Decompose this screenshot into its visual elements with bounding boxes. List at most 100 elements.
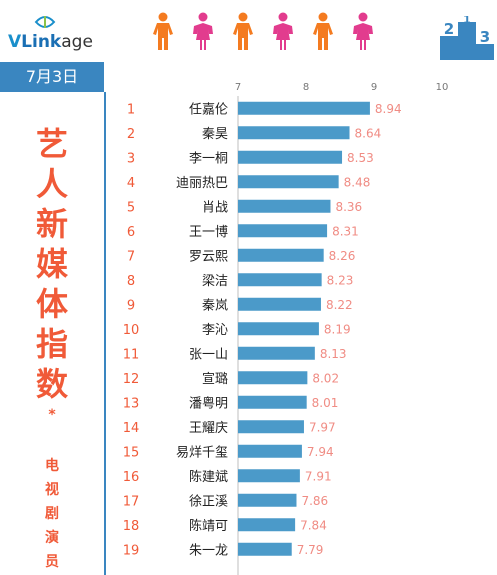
x-tick-label: 8 xyxy=(303,82,309,93)
rank-label: 6 xyxy=(127,225,135,240)
subtitle-char: 员 xyxy=(45,554,59,570)
logo-link: Link xyxy=(21,32,62,52)
actor-name: 罗云熙 xyxy=(189,249,228,264)
bar xyxy=(238,199,331,213)
podium-digit-3: 3 xyxy=(480,28,490,46)
actor-name: 王一博 xyxy=(189,225,228,240)
actor-name: 迪丽热巴 xyxy=(176,176,228,191)
x-tick-label: 7 xyxy=(235,82,241,93)
title-char: 艺 xyxy=(35,125,68,163)
rank-label: 19 xyxy=(123,543,140,558)
bar xyxy=(238,444,302,458)
left-title-panel: 艺 人 新 媒 体 指 数 * 电 视 剧 演 员 xyxy=(0,92,104,575)
rank-label: 16 xyxy=(123,470,140,485)
value-label: 7.84 xyxy=(300,518,327,532)
subtitle-char: 视 xyxy=(45,482,59,498)
person-icon xyxy=(313,12,333,50)
value-label: 8.02 xyxy=(312,371,339,385)
bar xyxy=(238,126,350,140)
rank-label: 13 xyxy=(123,396,140,411)
bar xyxy=(238,175,339,189)
title-char: 数 xyxy=(35,365,68,403)
actor-name: 王耀庆 xyxy=(189,421,228,436)
subtitle-char: 剧 xyxy=(45,506,59,522)
rank-label: 10 xyxy=(123,323,140,338)
actor-name: 张一山 xyxy=(189,347,228,362)
podium-icon: 2 1 3 xyxy=(440,16,494,60)
actor-name: 陈靖可 xyxy=(189,518,228,534)
logo-mark-icon xyxy=(34,16,56,28)
title-char: 体 xyxy=(35,285,68,323)
actor-name: 易烊千玺 xyxy=(176,445,228,460)
rank-label: 18 xyxy=(123,519,140,534)
value-label: 8.01 xyxy=(312,396,339,410)
logo-age: age xyxy=(61,32,93,52)
value-label: 8.64 xyxy=(355,126,382,140)
value-label: 8.53 xyxy=(347,151,374,165)
bar xyxy=(238,395,307,409)
rank-label: 9 xyxy=(127,298,135,313)
bar xyxy=(238,493,297,507)
subtitle-char: 演 xyxy=(45,530,59,546)
rank-label: 15 xyxy=(123,445,140,460)
actor-name: 梁洁 xyxy=(202,274,228,289)
subtitle-char: 电 xyxy=(45,458,59,474)
actor-name: 潘粤明 xyxy=(189,395,228,411)
actor-name: 秦岚 xyxy=(202,298,228,313)
bar xyxy=(238,469,300,483)
title-char: 媒 xyxy=(35,245,68,283)
value-label: 8.22 xyxy=(326,298,353,312)
bar xyxy=(238,297,321,311)
x-tick-label: 9 xyxy=(371,82,377,93)
rank-label: 3 xyxy=(127,151,135,166)
rank-label: 2 xyxy=(127,127,135,142)
bar xyxy=(238,150,343,164)
rank-label: 14 xyxy=(123,421,140,436)
bar xyxy=(238,542,292,556)
logo-v: V xyxy=(8,32,22,52)
value-label: 8.36 xyxy=(335,200,362,214)
actor-name: 肖战 xyxy=(202,200,228,215)
subtitle-vertical: 电 视 剧 演 员 xyxy=(36,454,68,574)
person-icon xyxy=(193,12,213,50)
rank-label: 11 xyxy=(123,347,140,362)
rank-label: 12 xyxy=(123,372,140,387)
podium-digit-1: 1 xyxy=(463,16,471,26)
bar xyxy=(238,224,328,238)
actor-name: 陈建斌 xyxy=(189,469,228,485)
value-label: 7.86 xyxy=(301,494,328,508)
logo-text: VLinkage xyxy=(8,32,93,52)
person-icon xyxy=(273,12,293,50)
value-label: 7.91 xyxy=(305,469,332,483)
value-label: 7.94 xyxy=(307,445,334,459)
bar xyxy=(238,371,308,385)
actor-name: 徐正溪 xyxy=(189,494,228,509)
date-label: 7月3日 xyxy=(0,62,104,92)
rank-label: 1 xyxy=(127,102,135,117)
title-char: 指 xyxy=(35,325,68,363)
title-char: 新 xyxy=(35,205,68,243)
value-label: 8.26 xyxy=(329,249,356,263)
rank-label: 5 xyxy=(127,200,135,215)
actor-name: 任嘉伦 xyxy=(189,102,228,117)
rank-label: 8 xyxy=(127,274,135,289)
rank-label: 7 xyxy=(127,249,135,264)
panel-divider xyxy=(104,92,106,575)
rank-label: 4 xyxy=(127,176,135,191)
actor-name: 朱一龙 xyxy=(189,543,228,558)
title-star: * xyxy=(48,407,56,423)
person-icon xyxy=(353,12,373,50)
bar xyxy=(238,248,324,262)
person-icon xyxy=(233,12,253,50)
bar xyxy=(238,346,315,360)
actor-name: 秦昊 xyxy=(202,127,228,142)
value-label: 7.97 xyxy=(309,420,336,434)
vlinkage-logo: VLinkage xyxy=(8,14,108,54)
value-label: 8.23 xyxy=(327,273,354,287)
value-label: 8.31 xyxy=(332,224,359,238)
actor-name: 宣璐 xyxy=(202,371,228,387)
actor-name: 李一桐 xyxy=(189,151,228,166)
bar xyxy=(238,420,304,434)
bar xyxy=(238,518,296,532)
